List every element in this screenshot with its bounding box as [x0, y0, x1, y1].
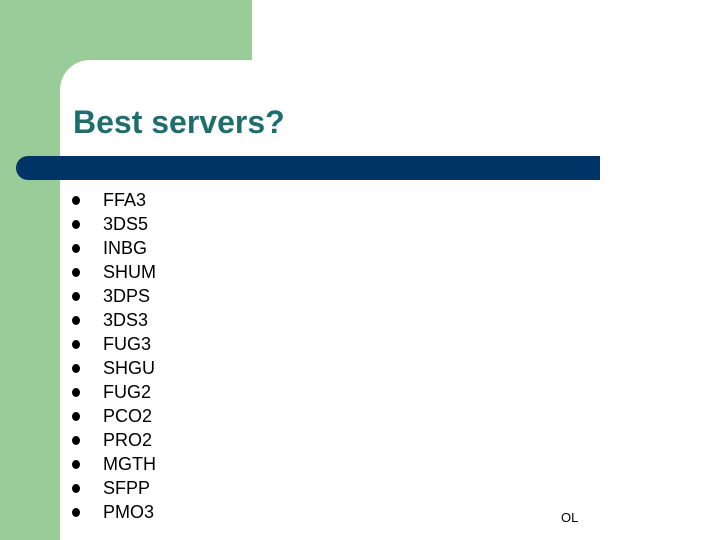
- bullet-icon: [72, 435, 80, 445]
- list-item-label: FUG2: [103, 382, 152, 402]
- bullet-icon: [72, 315, 80, 325]
- server-list: FFA3 3DS5 INBG SHUM 3DPS 3DS3 FUG3 SHGU FUG2 PCO2…: [72, 188, 156, 524]
- list-item-label: SHUM: [103, 262, 156, 282]
- list-item-label: 3DPS: [103, 286, 151, 306]
- list-item-label: FUG3: [103, 334, 152, 354]
- content-panel: [60, 60, 720, 540]
- bullet-icon: [72, 387, 80, 397]
- list-item: SFPP: [72, 476, 156, 500]
- bullet-icon: [72, 411, 80, 421]
- bullet-icon: [72, 195, 80, 205]
- list-item: PRO2: [72, 428, 156, 452]
- bullet-icon: [72, 243, 80, 253]
- bullet-icon: [72, 483, 80, 493]
- list-item: FUG3: [72, 332, 156, 356]
- list-item-label: PRO2: [103, 430, 153, 450]
- list-item: 3DPS: [72, 284, 156, 308]
- bullet-icon: [72, 507, 80, 517]
- list-item: PMO3: [72, 500, 156, 524]
- list-item-label: SHGU: [103, 358, 156, 378]
- list-item-label: MGTH: [103, 454, 156, 474]
- list-item: FUG2: [72, 380, 156, 404]
- list-item: MGTH: [72, 452, 156, 476]
- bullet-icon: [72, 363, 80, 373]
- bullet-icon: [72, 339, 80, 349]
- list-item: SHUM: [72, 260, 156, 284]
- list-item: 3DS3: [72, 308, 156, 332]
- list-item-label: FFA3: [103, 190, 147, 210]
- list-item-label: PCO2: [103, 406, 153, 426]
- list-item-label: SFPP: [103, 478, 151, 498]
- title-divider-bar: [16, 156, 600, 180]
- list-item: 3DS5: [72, 212, 156, 236]
- list-item-label: PMO3: [103, 502, 155, 522]
- list-item-label: 3DS5: [103, 214, 149, 234]
- bullet-icon: [72, 291, 80, 301]
- slide-title: Best servers?: [73, 104, 285, 140]
- list-item: SHGU: [72, 356, 156, 380]
- footer-initials: OL: [561, 510, 579, 525]
- bullet-icon: [72, 267, 80, 277]
- list-item-label: INBG: [103, 238, 148, 258]
- list-item: FFA3: [72, 188, 156, 212]
- bullet-icon: [72, 459, 80, 469]
- list-item-label: 3DS3: [103, 310, 149, 330]
- bullet-icon: [72, 219, 80, 229]
- list-item: PCO2: [72, 404, 156, 428]
- list-item: INBG: [72, 236, 156, 260]
